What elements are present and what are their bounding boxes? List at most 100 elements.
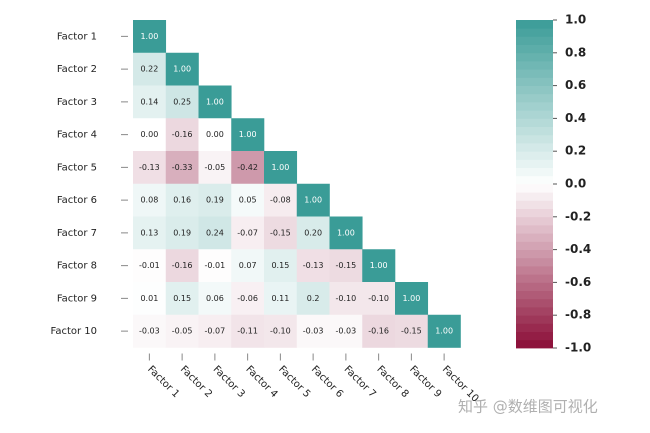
heatmap-cell xyxy=(165,85,199,119)
heatmap-cell xyxy=(198,118,232,152)
heatmap-cell xyxy=(133,20,167,54)
heatmap-cell xyxy=(133,151,167,185)
x-tick-label: Factor 9 xyxy=(407,364,443,400)
heatmap-cell xyxy=(231,249,265,283)
cell-label: 0.15 xyxy=(271,261,289,270)
cell-label: -0.05 xyxy=(172,327,193,336)
x-tick-label: Factor 8 xyxy=(374,364,410,400)
colorbar-band xyxy=(516,233,553,242)
cell-label: 0.24 xyxy=(206,228,224,237)
colorbar-band xyxy=(516,167,553,177)
heatmap-cell xyxy=(165,282,199,316)
cell-label: -0.42 xyxy=(237,163,258,172)
colorbar-band xyxy=(516,315,553,324)
colorbar-band xyxy=(516,307,553,316)
heatmap-cell xyxy=(264,183,298,217)
cell-label: -0.16 xyxy=(172,130,193,139)
colorbar-band xyxy=(516,200,553,209)
y-tick-label: Factor 4 xyxy=(57,130,97,141)
cell-label: -0.13 xyxy=(139,163,160,172)
cell-label: 0.08 xyxy=(140,196,158,205)
colorbar-tick-label: -1.0 xyxy=(565,341,591,355)
colorbar-tick-label: -0.8 xyxy=(565,308,591,322)
x-tick-label: Factor 1 xyxy=(145,364,181,400)
colorbar-band xyxy=(516,192,553,201)
heatmap-cell xyxy=(329,216,363,250)
cell-label: -0.03 xyxy=(303,327,324,336)
heatmap-cell xyxy=(133,183,167,217)
cell-label: 1.00 xyxy=(337,228,355,237)
cell-label: 1.00 xyxy=(435,327,453,336)
x-tick-label: Factor 3 xyxy=(211,364,247,400)
heatmap-cell xyxy=(198,85,232,119)
heatmap-cell xyxy=(231,314,265,348)
cell-label: 0.00 xyxy=(206,130,224,139)
heatmap-cell xyxy=(133,52,167,86)
heatmap-cell xyxy=(362,314,396,348)
colorbar-band xyxy=(516,93,553,103)
cell-label: -0.03 xyxy=(139,327,160,336)
colorbar-band xyxy=(516,184,553,193)
heatmap-cell xyxy=(264,249,298,283)
cell-label: -0.07 xyxy=(237,228,258,237)
cell-label: -0.08 xyxy=(270,196,291,205)
cell-label: -0.10 xyxy=(270,327,291,336)
colorbar-tick-label: 0.0 xyxy=(565,177,586,191)
cell-label: -0.13 xyxy=(303,261,324,270)
heatmap-cell xyxy=(133,118,167,152)
colorbar-band xyxy=(516,44,553,54)
colorbar-tick-label: 0.6 xyxy=(565,78,586,92)
cell-label: -0.15 xyxy=(270,228,291,237)
cell-label: -0.01 xyxy=(205,261,226,270)
x-tick-label: Factor 2 xyxy=(178,364,214,400)
cell-label: -0.16 xyxy=(368,327,389,336)
colorbar-band xyxy=(516,102,553,111)
heatmap-cell xyxy=(296,183,330,217)
colorbar-band xyxy=(516,85,553,95)
colorbar-tick-label: 1.0 xyxy=(565,13,586,27)
cell-label: 1.00 xyxy=(173,65,191,74)
heatmap-cell xyxy=(362,282,396,316)
heatmap-cell xyxy=(362,249,396,283)
cell-label: 0.19 xyxy=(173,228,191,237)
colorbar-band xyxy=(516,257,553,267)
heatmap-cell xyxy=(165,52,199,86)
heatmap-cell xyxy=(133,216,167,250)
cell-label: 0.16 xyxy=(173,196,191,205)
heatmap-cell xyxy=(427,314,461,348)
cell-label: -0.15 xyxy=(336,261,357,270)
cell-label: 1.00 xyxy=(140,32,158,41)
heatmap-cell xyxy=(133,314,167,348)
colorbar-band xyxy=(516,126,553,136)
heatmap-cell xyxy=(329,314,363,348)
cell-label: -0.11 xyxy=(237,327,258,336)
heatmap-cell xyxy=(165,249,199,283)
heatmap-cell xyxy=(296,314,330,348)
colorbar-band xyxy=(516,159,553,168)
colorbar-band xyxy=(516,36,553,45)
y-tick-label: Factor 7 xyxy=(57,228,97,239)
heatmap-cell xyxy=(395,314,429,348)
y-tick-label: Factor 2 xyxy=(57,64,97,75)
cell-label: 0.20 xyxy=(304,228,322,237)
y-tick-label: Factor 1 xyxy=(57,31,97,42)
x-tick-label: Factor 7 xyxy=(342,364,378,400)
cell-label: -0.33 xyxy=(172,163,193,172)
heatmap-cell xyxy=(231,151,265,185)
cell-label: 1.00 xyxy=(206,97,224,106)
y-tick-label: Factor 8 xyxy=(57,261,97,272)
cell-label: 1.00 xyxy=(239,130,257,139)
cell-label: -0.05 xyxy=(205,163,226,172)
heatmap-cell xyxy=(165,118,199,152)
colorbar-band xyxy=(516,208,553,218)
heatmap-cell xyxy=(329,282,363,316)
colorbar-band xyxy=(516,290,553,300)
heatmap-cell xyxy=(329,249,363,283)
heatmap-cell xyxy=(133,249,167,283)
colorbar-band xyxy=(516,52,553,62)
colorbar-band xyxy=(516,118,553,127)
colorbar-band xyxy=(516,134,553,144)
cell-label: 0.01 xyxy=(140,294,158,303)
heatmap-cell xyxy=(198,249,232,283)
cell-label: 0.19 xyxy=(206,196,224,205)
